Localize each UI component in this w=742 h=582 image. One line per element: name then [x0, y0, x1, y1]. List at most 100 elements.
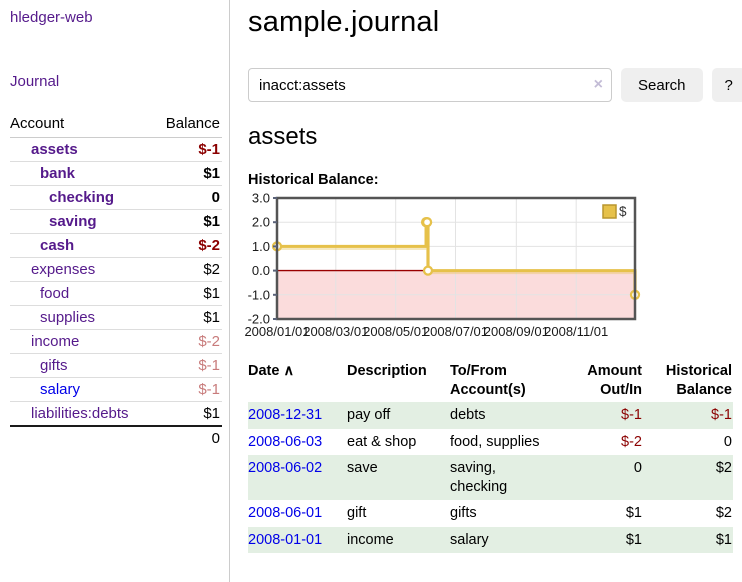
page-title: sample.journal	[248, 6, 440, 38]
transaction-date-link[interactable]: 2008-12-31	[248, 407, 323, 424]
brand-link[interactable]: hledger-web	[10, 9, 93, 26]
svg-text:-2.0: -2.0	[248, 312, 270, 327]
transaction-description: save	[347, 460, 378, 477]
svg-text:2008/11/01: 2008/11/01	[544, 324, 608, 339]
account-balance: $1	[153, 209, 222, 234]
transaction-description: eat & shop	[347, 433, 417, 450]
account-balance: $1	[203, 405, 220, 422]
brand: hledger-web	[10, 9, 222, 27]
account-row: salary $-1	[10, 377, 222, 402]
account-link[interactable]: income	[31, 333, 80, 350]
sidebar-item-journal[interactable]: Journal	[10, 73, 60, 90]
transaction-date-link[interactable]: 2008-01-01	[248, 531, 323, 548]
transaction-description: pay off	[347, 407, 391, 424]
svg-text:1.0: 1.0	[252, 239, 270, 254]
transaction-balance: 0	[723, 433, 732, 450]
account-row: checking 0	[10, 185, 222, 210]
transaction-date-link[interactable]: 2008-06-03	[248, 433, 323, 450]
help-button[interactable]: ?	[711, 68, 742, 102]
account-balance: $-2	[153, 233, 222, 258]
sort-ascending-icon: ∧	[283, 363, 295, 379]
main-content: sample.journal × Search ? assets Histori…	[230, 0, 742, 582]
account-link[interactable]: cash	[40, 237, 75, 254]
svg-text:2.0: 2.0	[252, 215, 270, 230]
account-balance: $2	[153, 257, 222, 282]
account-row: assets $-1	[10, 137, 222, 162]
account-title: assets	[248, 123, 318, 150]
transaction-balance: $-1	[711, 407, 732, 424]
accounts-total-balance: 0	[153, 425, 222, 450]
search-field-wrap: ×	[248, 68, 612, 102]
account-rows: assets $-1 bank $1 checking 0 saving $1 cash $-2 e…	[10, 137, 222, 427]
account-row: supplies $1	[10, 305, 222, 330]
account-balance: $-1	[153, 353, 222, 378]
account-link[interactable]: assets	[31, 141, 78, 158]
transaction-date-link[interactable]: 2008-06-01	[248, 505, 323, 522]
account-column-header: Account	[10, 111, 154, 138]
search-button[interactable]: Search	[621, 68, 703, 102]
account-row: cash $-2	[10, 233, 222, 258]
account-link[interactable]: expenses	[31, 261, 96, 278]
historical-balance-chart[interactable]: 3.0 2.0 1.0 0.0 -1.0 -2.0 2008/01/01 2008/03/01…	[243, 191, 742, 347]
transaction-date-link[interactable]: 2008-06-02	[248, 460, 323, 477]
accounts-total-row: 0	[10, 425, 222, 450]
journal-nav: Journal	[10, 73, 222, 91]
account-link[interactable]: bank	[40, 165, 76, 182]
account-link[interactable]: checking	[49, 189, 115, 206]
transaction-accounts: saving, checking	[450, 460, 508, 495]
register-header-row: Date ∧ Description To/From Account(s) Am…	[248, 359, 733, 402]
balance-column-header-register: Historical Balance	[665, 363, 732, 398]
svg-text:-1.0: -1.0	[248, 287, 270, 302]
account-row: bank $1	[10, 161, 222, 186]
account-link[interactable]: liabilities:debts	[31, 405, 129, 422]
account-link[interactable]: saving	[49, 213, 97, 230]
account-row: food $1	[10, 281, 222, 306]
account-row: expenses $2	[10, 257, 222, 282]
account-link[interactable]: supplies	[40, 309, 96, 326]
sidebar: hledger-web Journal Account Balance asse…	[0, 0, 230, 582]
account-row: income $-2	[10, 329, 222, 354]
account-balance: 0	[153, 185, 222, 210]
transaction-row: 2008-06-02 save saving, checking 0 $2	[248, 455, 733, 501]
account-link[interactable]: gifts	[40, 357, 68, 374]
svg-text:2008/01/01: 2008/01/01	[244, 324, 309, 339]
svg-text:3.0: 3.0	[252, 193, 270, 206]
date-column-header: Date ∧	[248, 363, 295, 379]
amount-column-header: Amount Out/In	[587, 363, 642, 398]
accounts-column-header: To/From Account(s)	[450, 363, 526, 398]
transaction-accounts: salary	[450, 531, 489, 548]
account-link[interactable]: salary	[40, 381, 81, 398]
transaction-balance: $2	[715, 505, 732, 522]
account-balance: $-2	[153, 329, 222, 354]
transaction-row: 2008-01-01 income salary $1 $1	[248, 526, 733, 554]
transaction-row: 2008-12-31 pay off debts $-1 $-1	[248, 402, 733, 429]
balance-column-header: Balance	[153, 111, 222, 138]
transaction-accounts: gifts	[450, 505, 477, 522]
transaction-accounts: food, supplies	[450, 433, 540, 450]
balance-chart-svg[interactable]: 3.0 2.0 1.0 0.0 -1.0 -2.02008/01/012008/03/01…	[243, 191, 641, 342]
accounts-header-row: Account Balance	[10, 111, 222, 138]
svg-text:2008/09/01: 2008/09/01	[484, 324, 549, 339]
transaction-balance: $2	[715, 460, 732, 477]
account-link[interactable]: food	[40, 285, 70, 302]
svg-text:2008/05/01: 2008/05/01	[363, 324, 428, 339]
account-row: saving $1	[10, 209, 222, 234]
search-bar: × Search ?	[248, 68, 742, 102]
search-input[interactable]	[248, 68, 612, 102]
account-row: liabilities:debts $1	[10, 402, 222, 427]
account-balance: $1	[153, 305, 222, 330]
account-balance: $1	[153, 161, 222, 186]
transaction-description: gift	[347, 505, 367, 522]
account-balance: $1	[153, 281, 222, 306]
transaction-row: 2008-06-03 eat & shop food, supplies $-2 0	[248, 429, 733, 456]
transaction-balance: $1	[715, 531, 732, 548]
transaction-row: 2008-06-01 gift gifts $1 $2	[248, 500, 733, 527]
svg-text:0.0: 0.0	[252, 263, 270, 278]
account-balance: $-1	[153, 377, 222, 402]
svg-text:2008/03/01: 2008/03/01	[303, 324, 368, 339]
clear-search-icon[interactable]: ×	[593, 76, 603, 93]
transaction-accounts: debts	[450, 407, 486, 424]
transaction-amount: $1	[625, 531, 642, 548]
svg-text:2008/07/01: 2008/07/01	[423, 324, 488, 339]
